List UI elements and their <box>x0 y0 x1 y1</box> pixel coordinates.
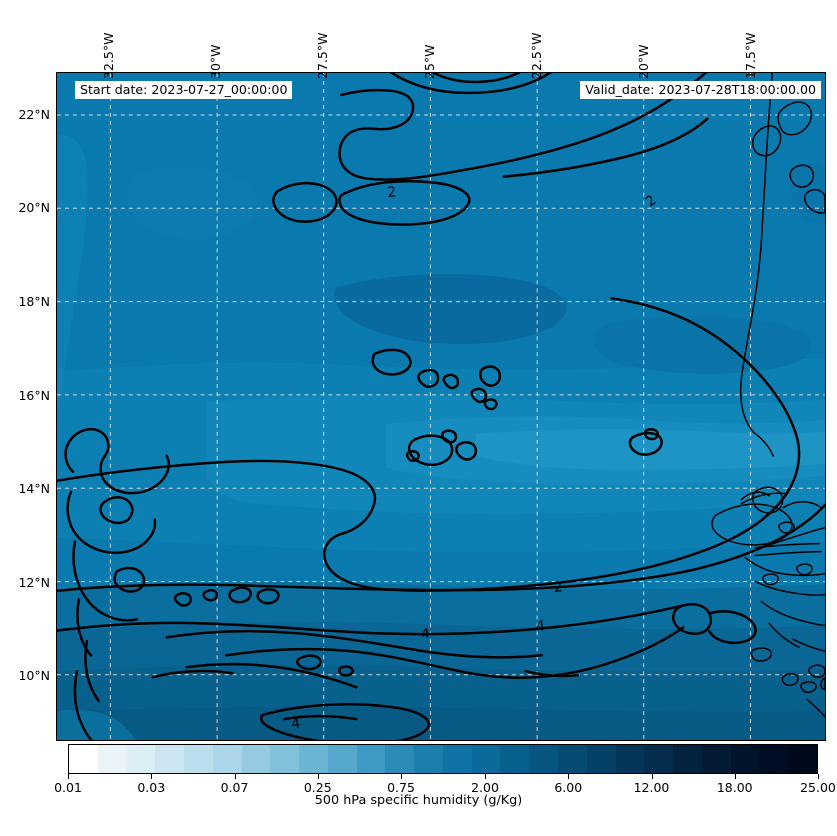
colorbar-bin-18 <box>586 745 616 773</box>
contour-label-4: 4 <box>420 626 431 643</box>
colorbar-tick-1 <box>151 774 153 779</box>
colorbar-gradient <box>68 744 818 774</box>
colorbar-tick-label-9: 25.00 <box>800 780 836 795</box>
colorbar-tick-2 <box>234 774 236 779</box>
colorbar-bin-3 <box>155 745 185 773</box>
colorbar-bin-5 <box>212 745 242 773</box>
colorbar-bin-14 <box>471 745 501 773</box>
ytick-label-5: 12°N <box>18 575 50 590</box>
ytick-label-3: 16°N <box>18 388 50 403</box>
xtick-label-6: 17.5°W <box>743 32 758 79</box>
colorbar-bin-8 <box>299 745 328 773</box>
contour-label-2: 2 <box>386 184 397 201</box>
colorbar-bin-24 <box>759 745 789 773</box>
contour-label-4: 4 <box>535 618 545 635</box>
colorbar-tick-7 <box>651 774 653 779</box>
colorbar-tick-6 <box>568 774 570 779</box>
colorbar-bin-22 <box>701 745 731 773</box>
colorbar-bin-23 <box>730 745 760 773</box>
ytick-label-0: 22°N <box>18 107 50 122</box>
colorbar-bin-25 <box>788 745 817 773</box>
colorbar-tick-5 <box>485 774 486 779</box>
colorbar-tick-label-2: 0.07 <box>220 780 249 795</box>
ytick-label-2: 18°N <box>18 294 50 309</box>
colorbar-bin-6 <box>241 745 271 773</box>
xtick-label-5: 20°W <box>636 44 651 79</box>
colorbar-bin-7 <box>270 745 300 773</box>
colorbar-bin-4 <box>184 745 213 773</box>
colorbar-tick-0 <box>68 774 69 779</box>
colorbar-axis-label: 500 hPa specific humidity (g/Kg) <box>314 793 523 808</box>
colorbar-bin-12 <box>414 745 443 773</box>
colorbar-bin-13 <box>442 745 472 773</box>
colorbar-tick-8 <box>734 774 736 779</box>
colorbar-bin-17 <box>558 745 587 773</box>
start-date-annotation: Start date: 2023-07-27_00:00:00 <box>75 81 293 100</box>
colorbar-tick-label-1: 0.03 <box>137 780 166 795</box>
xtick-label-2: 27.5°W <box>315 32 330 79</box>
colorbar-bin-9 <box>327 745 357 773</box>
colorbar-bin-21 <box>673 745 702 773</box>
colorbar[interactable]: 0.01 0.03 0.07 0.25 0.75 2.00 6.00 12.00 18.00 25… <box>54 744 836 795</box>
colorbar-bin-15 <box>500 745 530 773</box>
ytick-label-6: 10°N <box>18 668 50 683</box>
colorbar-tick-label-6: 6.00 <box>554 780 583 795</box>
xtick-label-3: 25°W <box>422 44 437 79</box>
colorbar-tick-label-7: 12.00 <box>633 780 670 795</box>
colorbar-bin-2 <box>126 745 156 773</box>
colorbar-tick-label-3: 0.25 <box>303 780 332 795</box>
colorbar-bin-16 <box>529 745 559 773</box>
colorbar-bin-19 <box>615 745 645 773</box>
map-axes[interactable]: 2 2 2 4 4 4 Start date: 2023-07-27_00:00… <box>56 72 826 741</box>
ytick-label-1: 20°N <box>18 200 50 215</box>
colorbar-tick-label-4: 0.75 <box>387 780 415 795</box>
colorbar-tick-label-5: 2.00 <box>471 780 499 795</box>
contour-label-4: 4 <box>290 716 301 733</box>
colorbar-tick-label-0: 0.01 <box>54 780 82 795</box>
colorbar-tick-4 <box>401 774 402 779</box>
xtick-label-0: 32.5°W <box>101 32 116 79</box>
colorbar-bin-11 <box>385 745 415 773</box>
colorbar-tick-label-8: 18.00 <box>716 780 753 795</box>
colorbar-tick-3 <box>317 774 319 779</box>
colorbar-bin-1 <box>97 745 127 773</box>
humidity-contour-map: 2 2 2 4 4 4 <box>57 73 825 740</box>
valid-date-annotation: Valid_date: 2023-07-28T18:00:00.00 <box>580 81 821 100</box>
colorbar-bin-10 <box>356 745 386 773</box>
colorbar-bin-20 <box>644 745 674 773</box>
colorbar-tick-9 <box>818 774 819 779</box>
colorbar-bin-0 <box>69 745 98 773</box>
xtick-label-4: 22.5°W <box>529 32 544 79</box>
contour-label-2: 2 <box>553 579 564 596</box>
xtick-label-1: 30°W <box>208 44 223 79</box>
ytick-label-4: 14°N <box>18 481 50 496</box>
